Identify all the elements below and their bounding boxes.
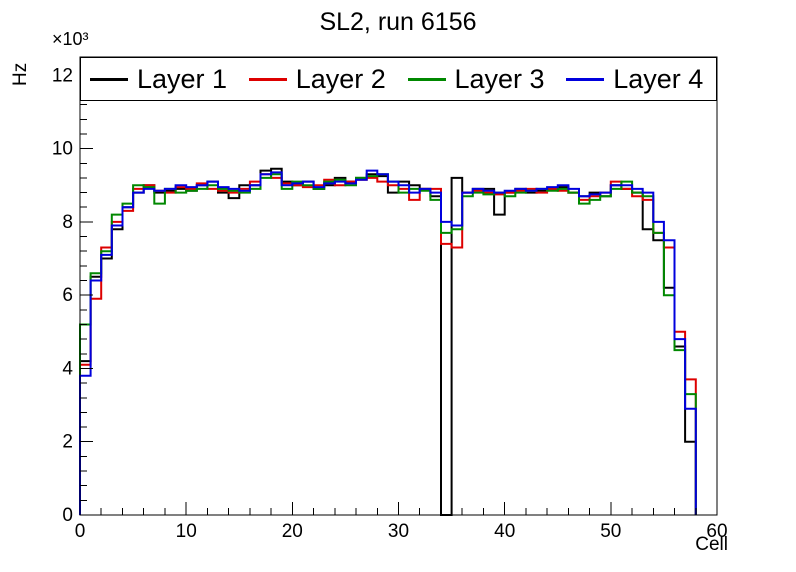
- y-axis-title: Hz: [10, 62, 31, 86]
- plot-frame: [79, 56, 718, 516]
- y-tick-label: 6: [62, 285, 73, 306]
- legend-entry: Layer 1: [81, 58, 240, 100]
- y-axis-exponent: ×10³: [52, 29, 89, 49]
- legend-label: Layer 4: [613, 63, 704, 94]
- legend-line-sample-layer-3: [407, 77, 446, 81]
- series-line-layer-2: [79, 173, 697, 515]
- x-tick-label: 10: [176, 521, 197, 542]
- x-axis-title: Cell: [695, 534, 728, 555]
- y-tick-label: 8: [62, 212, 73, 233]
- chart-title: SL2, run 6156: [319, 8, 477, 36]
- x-tick-label: 20: [282, 521, 303, 542]
- y-tick-label: 2: [62, 432, 73, 453]
- legend-label: Layer 3: [454, 63, 545, 94]
- legend-label: Layer 2: [295, 63, 386, 94]
- legend-entry: Layer 2: [240, 58, 399, 100]
- y-tick-label: 10: [52, 139, 73, 160]
- series-line-layer-4: [79, 169, 697, 515]
- y-tick-label: 12: [52, 65, 73, 86]
- y-tick-label: 4: [62, 358, 73, 379]
- legend: Layer 1 Layer 2 Layer 3 Layer 4: [80, 57, 717, 101]
- series-line-layer-1: [79, 167, 697, 516]
- x-tick-label: 30: [388, 521, 409, 542]
- x-tick-label: 50: [600, 521, 621, 542]
- y-tick-label: 0: [62, 505, 73, 526]
- legend-entry: Layer 4: [557, 58, 716, 100]
- legend-entry: Layer 3: [399, 58, 558, 100]
- legend-line-sample-layer-1: [90, 77, 128, 81]
- x-tick-label: 0: [75, 521, 86, 542]
- legend-line-sample-layer-4: [566, 77, 605, 81]
- x-tick-label: 40: [494, 521, 515, 542]
- x-tick-label: 60: [706, 521, 727, 542]
- legend-line-sample-layer-2: [248, 77, 287, 81]
- series-line-layer-3: [79, 173, 697, 515]
- legend-label: Layer 1: [137, 63, 228, 94]
